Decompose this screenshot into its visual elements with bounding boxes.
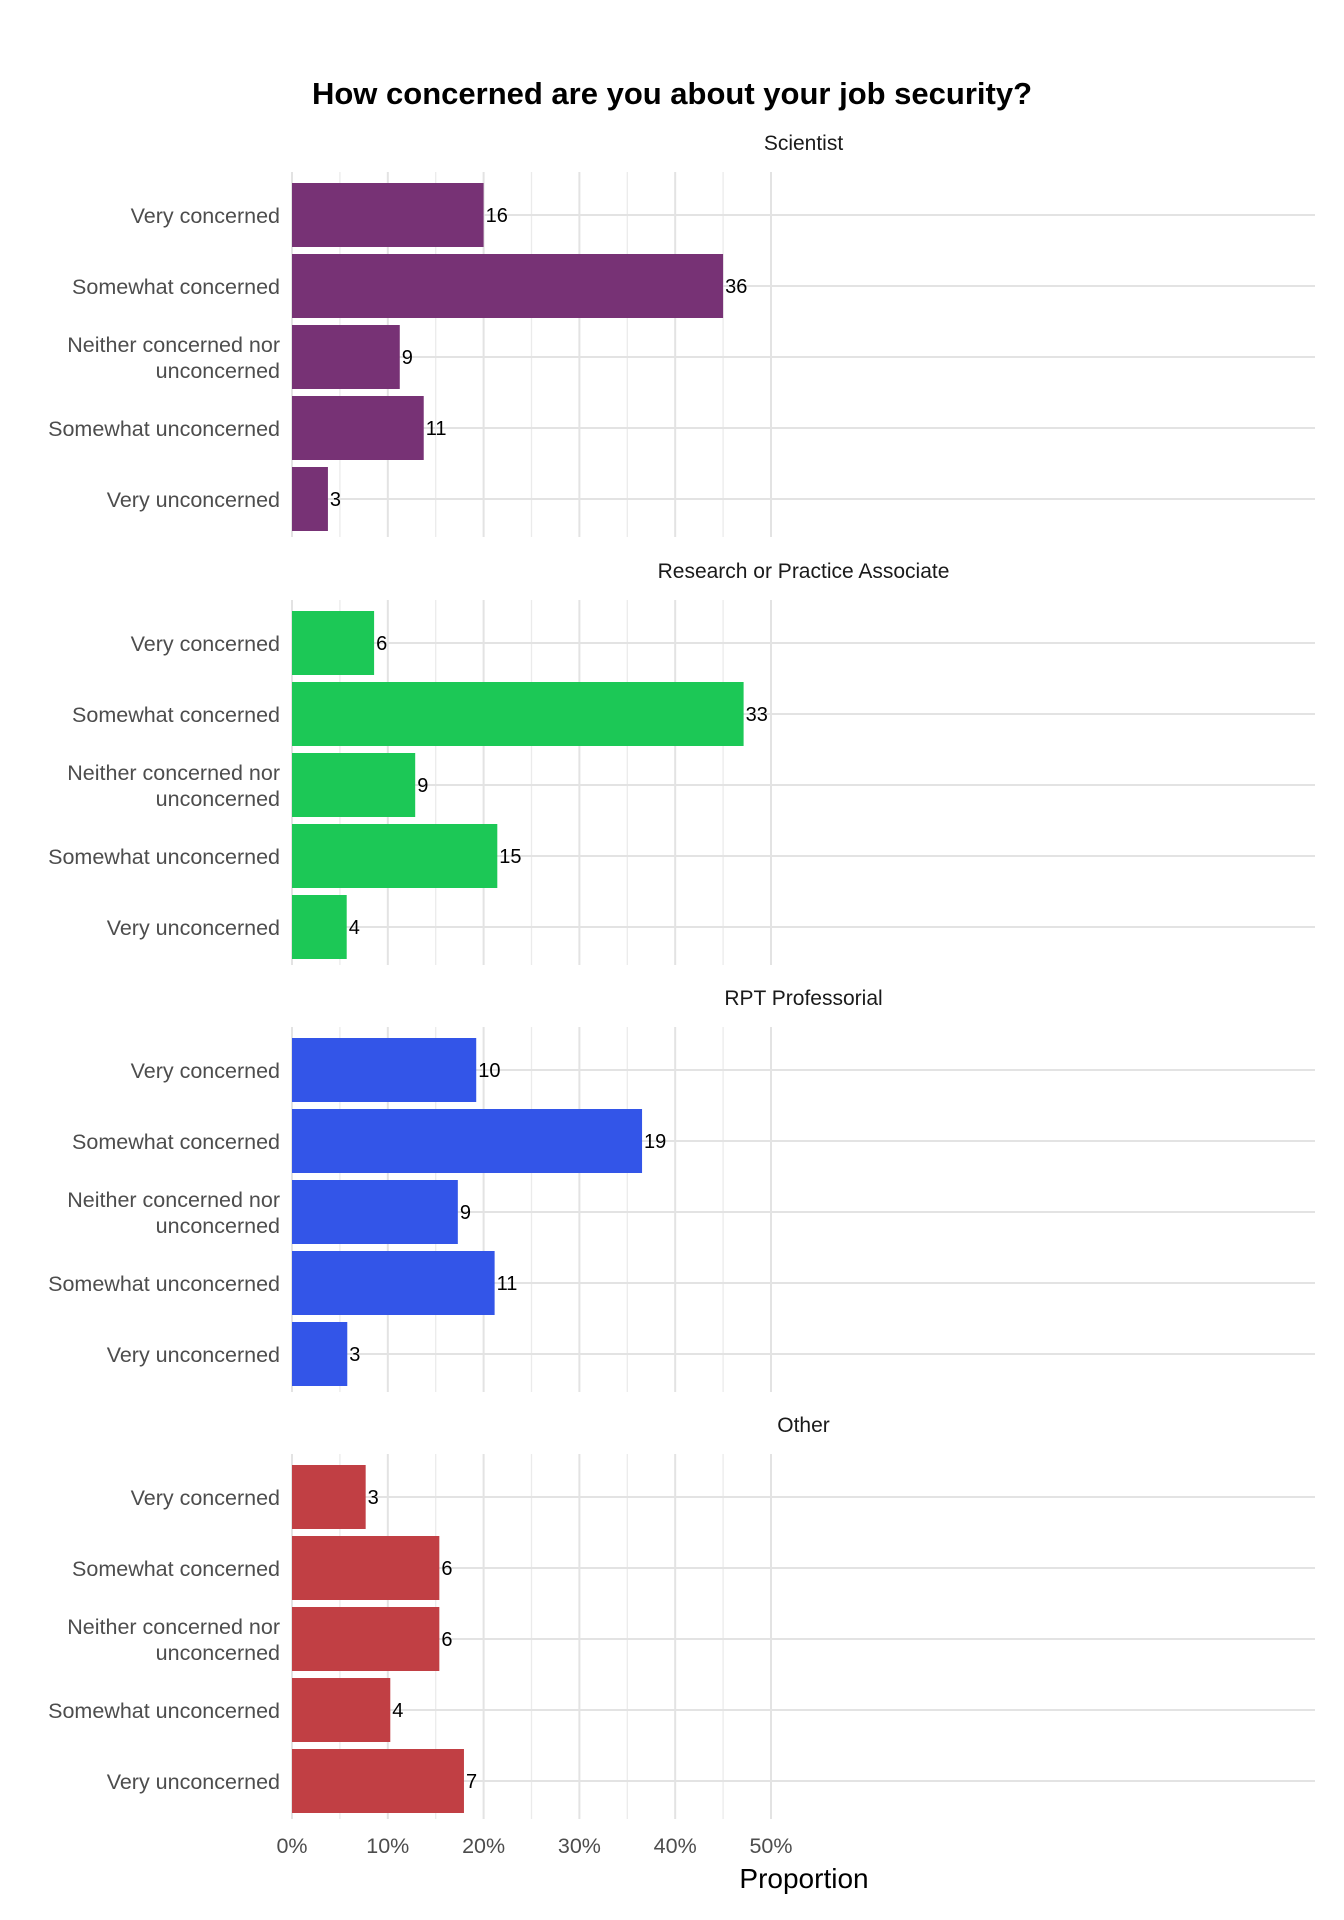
- x-tick-label: 40%: [654, 1834, 697, 1858]
- bar: [292, 1038, 477, 1102]
- x-tick-label: 30%: [558, 1834, 601, 1858]
- category-label: Very concerned: [131, 632, 280, 656]
- category-label-line: Neither concerned nor: [67, 333, 280, 357]
- bar: [292, 1536, 440, 1600]
- data-label: 6: [441, 1558, 452, 1580]
- plot-area: Scientist Very concerned Somewhat concerne…: [48, 132, 1315, 1858]
- data-label: 15: [499, 846, 521, 868]
- chart-title: How concerned are you about your job sec…: [312, 76, 1032, 111]
- category-label: Neither concerned nor unconcerned: [67, 1615, 280, 1665]
- category-label-line: unconcerned: [156, 359, 280, 383]
- bar: [292, 1607, 440, 1671]
- category-label: Neither concerned nor unconcerned: [67, 333, 280, 383]
- data-label: 16: [486, 205, 508, 227]
- x-tick-label: 0%: [276, 1834, 307, 1858]
- category-label-line: unconcerned: [156, 1214, 280, 1238]
- facet-label: Research or Practice Associate: [658, 560, 950, 583]
- bar: [292, 1678, 391, 1742]
- category-label: Somewhat unconcerned: [48, 1699, 280, 1723]
- bar: [292, 895, 347, 959]
- data-label: 3: [349, 1344, 360, 1366]
- data-label: 9: [417, 775, 428, 797]
- category-label: Neither concerned nor unconcerned: [67, 1188, 280, 1238]
- data-label: 6: [376, 633, 387, 655]
- category-label-line: unconcerned: [156, 1641, 280, 1665]
- bar: [292, 183, 484, 247]
- x-tick-label: 10%: [366, 1834, 409, 1858]
- facet-panel: Scientist Very concerned Somewhat concerne…: [48, 132, 1315, 537]
- category-label: Somewhat concerned: [72, 1130, 280, 1154]
- data-label: 36: [725, 276, 747, 298]
- category-label: Very concerned: [131, 1486, 280, 1510]
- bar: [292, 325, 400, 389]
- data-label: 10: [478, 1060, 500, 1082]
- x-tick-label: 20%: [462, 1834, 505, 1858]
- data-label: 11: [497, 1273, 518, 1295]
- category-label: Very concerned: [131, 204, 280, 228]
- bar: [292, 1180, 458, 1244]
- category-label: Somewhat concerned: [72, 703, 280, 727]
- data-label: 11: [426, 418, 447, 440]
- bar: [292, 824, 498, 888]
- category-label: Somewhat concerned: [72, 275, 280, 299]
- data-label: 3: [368, 1487, 379, 1509]
- bar: [292, 1465, 366, 1529]
- category-label: Somewhat unconcerned: [48, 1272, 280, 1296]
- data-label: 7: [466, 1771, 477, 1793]
- category-label: Very unconcerned: [107, 916, 280, 940]
- data-label: 9: [460, 1202, 471, 1224]
- bar: [292, 753, 416, 817]
- bar: [292, 254, 724, 318]
- data-label: 6: [441, 1629, 452, 1651]
- category-label-line: Neither concerned nor: [67, 761, 280, 785]
- category-label-line: Neither concerned nor: [67, 1188, 280, 1212]
- category-label: Neither concerned nor unconcerned: [67, 761, 280, 811]
- data-label: 33: [746, 704, 768, 726]
- bar: [292, 1109, 643, 1173]
- bar: [292, 682, 744, 746]
- facet-label: RPT Professorial: [724, 987, 882, 1010]
- data-label: 9: [402, 347, 413, 369]
- facet-panel: RPT Professorial Very concerned Somewhat c…: [48, 987, 1315, 1392]
- bar: [292, 1322, 348, 1386]
- category-label: Very concerned: [131, 1059, 280, 1083]
- data-label: 4: [349, 917, 360, 939]
- bar: [292, 1251, 495, 1315]
- category-label: Very unconcerned: [107, 1770, 280, 1794]
- facet-label: Other: [777, 1414, 830, 1437]
- category-label: Very unconcerned: [107, 488, 280, 512]
- x-tick-label: 50%: [749, 1834, 792, 1858]
- category-label: Very unconcerned: [107, 1343, 280, 1367]
- facet-panel: Other Very concerned Somewhat concerned Nei…: [48, 1414, 1315, 1819]
- bar: [292, 611, 375, 675]
- facet-panel: Research or Practice Associate Very conce…: [48, 560, 1315, 965]
- data-label: 19: [644, 1131, 666, 1153]
- category-label-line: unconcerned: [156, 787, 280, 811]
- category-label: Somewhat unconcerned: [48, 417, 280, 441]
- x-axis-title: Proportion: [739, 1863, 868, 1894]
- data-label: 4: [392, 1700, 403, 1722]
- facet-label: Scientist: [764, 132, 844, 155]
- category-label: Somewhat unconcerned: [48, 845, 280, 869]
- bar: [292, 396, 424, 460]
- category-label-line: Neither concerned nor: [67, 1615, 280, 1639]
- bar: [292, 1749, 464, 1813]
- data-label: 3: [330, 489, 341, 511]
- category-label: Somewhat concerned: [72, 1557, 280, 1581]
- bar: [292, 467, 328, 531]
